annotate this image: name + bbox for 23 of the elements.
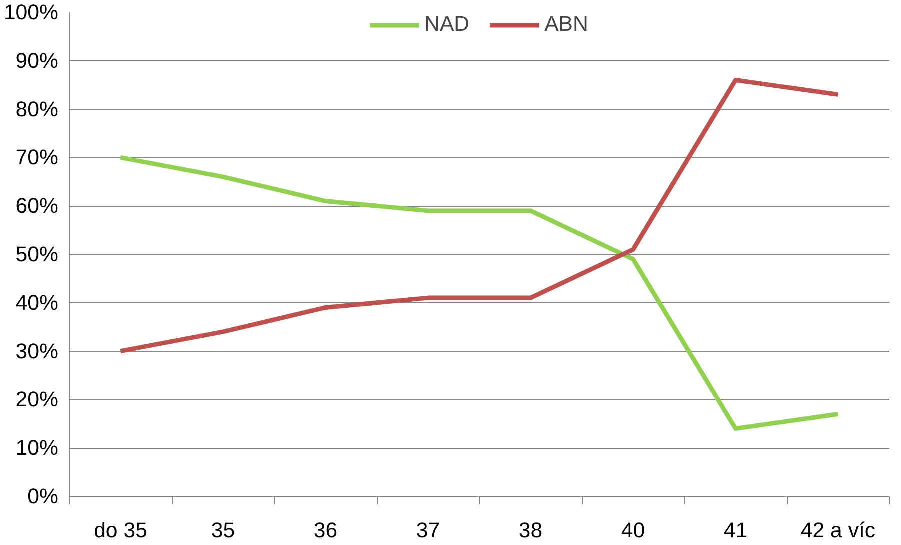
line-series: [118, 78, 840, 354]
y-tick-label: 10%: [16, 436, 59, 460]
y-tick-label: 30%: [16, 339, 59, 364]
x-tick-label: 36: [314, 518, 338, 542]
x-tick-label: 38: [518, 518, 543, 542]
x-tick-label: 37: [416, 518, 440, 542]
y-tick-label: 0%: [28, 484, 59, 508]
y-tick-label: 90%: [16, 48, 59, 73]
y-tick-label: 100%: [4, 0, 59, 24]
x-tick-label: 40: [621, 518, 646, 542]
x-tick-label: 42 a víc: [800, 518, 876, 542]
legend-label: ABN: [544, 12, 588, 37]
legend-label: NAD: [424, 12, 470, 37]
y-tick-label: 40%: [16, 290, 59, 315]
y-tick-label: 80%: [16, 97, 59, 122]
x-tick-label: do 35: [94, 518, 148, 542]
y-tick-label: 60%: [16, 194, 59, 218]
y-tick-label: 70%: [16, 146, 59, 170]
line-series: [118, 155, 840, 431]
x-tick-label: 35: [211, 518, 236, 542]
y-tick-label: 50%: [16, 242, 59, 266]
x-tick-label: 41: [724, 518, 748, 542]
y-tick-label: 20%: [16, 388, 59, 412]
